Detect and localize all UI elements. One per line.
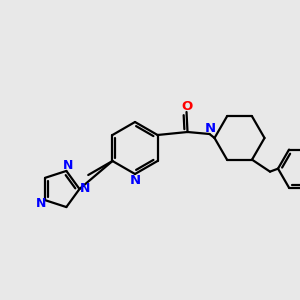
Text: N: N	[129, 173, 141, 187]
Text: N: N	[205, 122, 216, 136]
Text: N: N	[80, 182, 90, 196]
Text: N: N	[35, 197, 46, 210]
Text: O: O	[181, 100, 192, 112]
Text: N: N	[63, 159, 73, 172]
